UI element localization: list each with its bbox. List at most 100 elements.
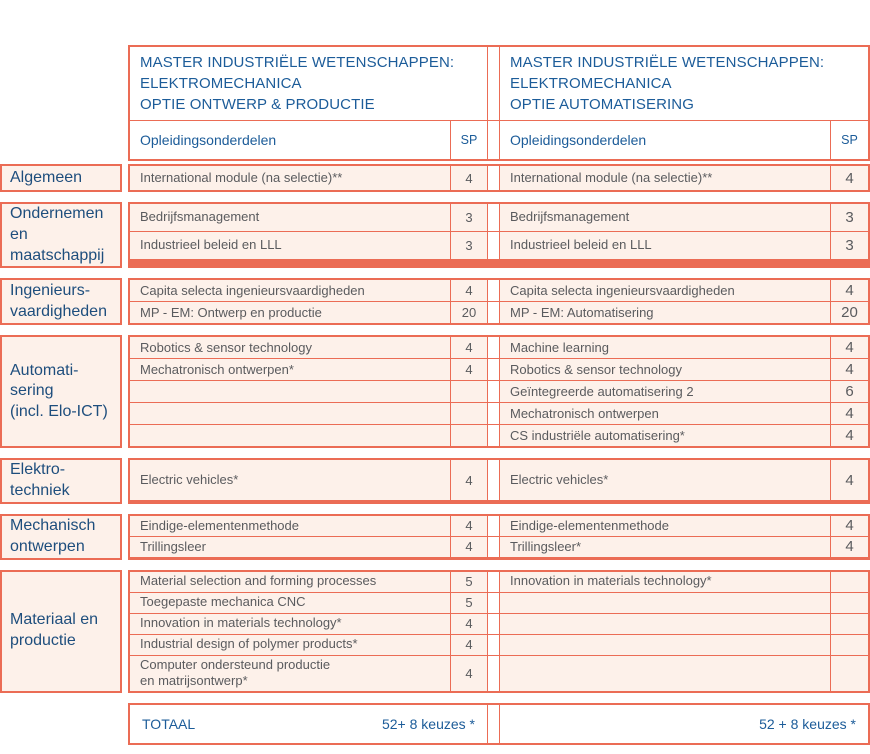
sp-cell-right	[831, 613, 868, 634]
sp-cell-left	[451, 425, 487, 447]
course-cell-right	[500, 634, 830, 655]
sp-cell-right: 4	[831, 280, 868, 302]
section-label: Ondernemen en maatschappij	[0, 202, 122, 269]
sp-cell-left: 4	[451, 337, 487, 359]
section-automatisering: Automati- sering (incl. Elo-ICT) Robotics…	[0, 335, 870, 449]
section-ondernemen: Ondernemen en maatschappij Bedrijfsmanage…	[0, 202, 870, 269]
columns-header-left: Opleidingsonderdelen	[130, 121, 450, 159]
sp-cell-left: 4	[451, 655, 487, 691]
section-label: Ingenieurs- vaardigheden	[0, 278, 122, 326]
column-gap	[488, 704, 499, 743]
course-cell-right: Trillingsleer*	[500, 536, 830, 557]
sp-cell-left: 4	[451, 634, 487, 655]
sp-cell-right	[831, 634, 868, 655]
sp-cell-left: 4	[451, 460, 487, 501]
column-gap	[488, 204, 499, 231]
column-gap	[488, 425, 499, 447]
column-gap	[488, 634, 499, 655]
course-cell-left: Computer ondersteund productie en matrij…	[130, 655, 450, 691]
column-gap	[488, 166, 499, 190]
columns-header-right: Opleidingsonderdelen	[500, 121, 830, 159]
total-value-right: 52 + 8 keuzes *	[759, 715, 856, 732]
section-rows: Material selection and forming processes…	[128, 569, 870, 693]
course-cell-left: Capita selecta ingenieursvaardigheden	[130, 280, 450, 302]
course-cell-right: Mechatronisch ontwerpen	[500, 403, 830, 425]
column-gap	[488, 121, 499, 159]
section-rows: International module (na selectie)** 4 Int…	[128, 164, 870, 192]
column-gap	[488, 403, 499, 425]
sp-cell-right: 3	[831, 204, 868, 231]
program-header-band: MASTER INDUSTRIËLE WETENSCHAPPEN: ELEKTR…	[128, 45, 870, 161]
course-cell-left: International module (na selectie)**	[130, 166, 450, 190]
sp-cell-right: 4	[831, 536, 868, 557]
column-gap	[488, 571, 499, 592]
total-band: TOTAAL 52+ 8 keuzes * 52 + 8 keuzes *	[128, 702, 870, 745]
sp-cell-left: 4	[451, 536, 487, 557]
course-cell-right: Bedrijfsmanagement	[500, 204, 830, 231]
section-rows: Electric vehicles* 4 Electric vehicles* 4	[128, 458, 870, 504]
sp-cell-right: 4	[831, 515, 868, 536]
course-cell-right	[500, 613, 830, 634]
sp-cell-left: 3	[451, 232, 487, 259]
section-materiaal: Materiaal en productie Material selection…	[0, 569, 870, 693]
column-gap	[488, 592, 499, 613]
column-gap	[488, 381, 499, 403]
section-ingenieurs: Ingenieurs- vaardigheden Capita selecta i…	[0, 278, 870, 326]
column-gap	[488, 337, 499, 359]
total-value-left: 52+ 8 keuzes *	[381, 715, 475, 732]
sp-cell-left: 3	[451, 204, 487, 231]
sp-cell-left: 4	[451, 280, 487, 302]
course-cell-right	[500, 592, 830, 613]
column-gap	[488, 232, 499, 259]
sp-cell-right: 3	[831, 232, 868, 259]
column-gap	[488, 515, 499, 536]
total-cell-left: TOTAAL 52+ 8 keuzes *	[130, 704, 487, 743]
sp-cell-right: 20	[831, 302, 868, 324]
course-cell-right	[500, 655, 830, 691]
section-rows: Bedrijfsmanagement 3 Bedrijfsmanagement 3 In…	[128, 202, 870, 269]
column-gap	[488, 280, 499, 302]
course-cell-left	[130, 403, 450, 425]
course-cell-right: Geïntegreerde automatisering 2	[500, 381, 830, 403]
sp-cell-right: 4	[831, 460, 868, 501]
course-cell-left: Robotics & sensor technology	[130, 337, 450, 359]
column-gap	[488, 536, 499, 557]
sp-cell-right: 4	[831, 166, 868, 190]
column-gap	[488, 613, 499, 634]
section-rows: Capita selecta ingenieursvaardigheden 4 Ca…	[128, 278, 870, 326]
course-cell-right: Robotics & sensor technology	[500, 359, 830, 381]
course-cell-right: MP - EM: Automatisering	[500, 302, 830, 324]
course-cell-right: Industrieel beleid en LLL	[500, 232, 830, 259]
column-gap	[488, 47, 499, 120]
total-cell-right: 52 + 8 keuzes *	[500, 704, 868, 743]
course-cell-left: Material selection and forming processes	[130, 571, 450, 592]
sp-cell-right: 4	[831, 425, 868, 447]
section-label: Algemeen	[0, 164, 122, 192]
section-mechanisch: Mechanisch ontwerpen Eindige-elementenmet…	[0, 513, 870, 560]
sp-cell-left	[451, 403, 487, 425]
section-label: Elektro- techniek	[0, 458, 122, 504]
section-rows: Eindige-elementenmethode 4 Eindige-element…	[128, 513, 870, 560]
course-cell-right: International module (na selectie)**	[500, 166, 830, 190]
course-cell-left: Eindige-elementenmethode	[130, 515, 450, 536]
course-cell-left: Electric vehicles*	[130, 460, 450, 501]
sp-cell-right: 4	[831, 359, 868, 381]
sp-cell-right	[831, 571, 868, 592]
course-cell-left: Mechatronisch ontwerpen*	[130, 359, 450, 381]
column-gap	[488, 655, 499, 691]
course-cell-left: MP - EM: Ontwerp en productie	[130, 302, 450, 324]
section-label: Materiaal en productie	[0, 569, 122, 693]
course-cell-right: Electric vehicles*	[500, 460, 830, 501]
total-label: TOTAAL	[142, 715, 196, 732]
sp-cell-left: 4	[451, 613, 487, 634]
course-cell-left: Trillingsleer	[130, 536, 450, 557]
sp-cell-left: 20	[451, 302, 487, 324]
program-title-right: MASTER INDUSTRIËLE WETENSCHAPPEN: ELEKTR…	[500, 47, 868, 120]
sp-cell-right: 4	[831, 337, 868, 359]
section-label: Automati- sering (incl. Elo-ICT)	[0, 335, 122, 449]
sp-header-right: SP	[831, 121, 868, 159]
section-elektrotechniek: Elektro- techniek Electric vehicles* 4 Elec…	[0, 458, 870, 504]
course-cell-left: Bedrijfsmanagement	[130, 204, 450, 231]
sp-cell-left: 4	[451, 166, 487, 190]
course-cell-left	[130, 381, 450, 403]
